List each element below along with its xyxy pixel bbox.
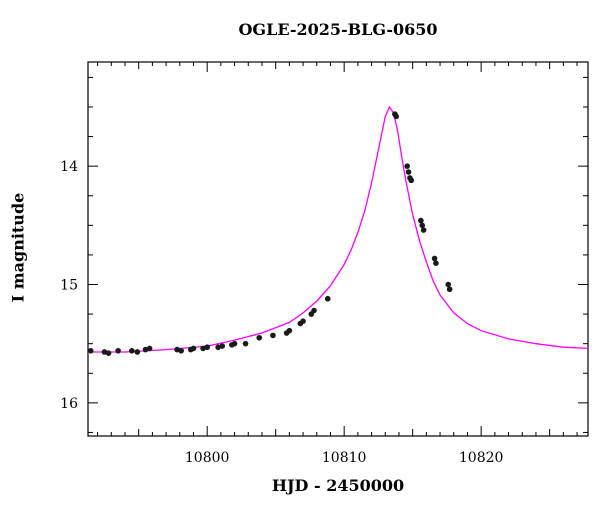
y-tick-label: 14 — [60, 159, 78, 175]
data-point — [324, 295, 331, 302]
data-point — [115, 347, 121, 354]
data-point — [87, 347, 94, 354]
data-point — [105, 350, 112, 356]
chart-title: OGLE-2025-BLG-0650 — [238, 20, 438, 39]
data-point — [219, 343, 226, 349]
data-point — [311, 307, 317, 314]
data-point — [446, 286, 453, 293]
y-tick-label: 16 — [60, 396, 78, 412]
data-point — [204, 344, 210, 351]
data-point — [146, 345, 153, 352]
data-point — [419, 222, 426, 229]
x-tick-label: 10800 — [185, 450, 230, 466]
data-point — [134, 349, 141, 355]
data-point — [270, 332, 276, 339]
x-tick-label: 10820 — [459, 450, 504, 466]
plot-frame — [87, 61, 589, 437]
data-point — [231, 340, 238, 347]
data-point — [405, 169, 412, 175]
data-point — [420, 227, 427, 233]
y-axis-label: I magnitude — [8, 192, 28, 303]
data-point — [408, 177, 415, 184]
data-point — [431, 255, 438, 262]
data-point — [256, 334, 263, 341]
y-tick-label: 15 — [60, 278, 78, 294]
data-point — [445, 281, 452, 288]
data-point — [129, 347, 135, 354]
model-curve — [88, 105, 589, 353]
data-point — [190, 345, 197, 352]
data-point — [433, 260, 439, 267]
x-axis-label: HJD - 2450000 — [271, 476, 405, 495]
data-point — [178, 347, 184, 354]
data-point — [393, 113, 400, 120]
data-point — [242, 340, 249, 347]
x-tick-label: 10810 — [322, 450, 367, 466]
data-point — [404, 163, 410, 169]
data-point — [286, 327, 293, 334]
data-point — [418, 217, 424, 224]
data-point — [300, 318, 306, 324]
